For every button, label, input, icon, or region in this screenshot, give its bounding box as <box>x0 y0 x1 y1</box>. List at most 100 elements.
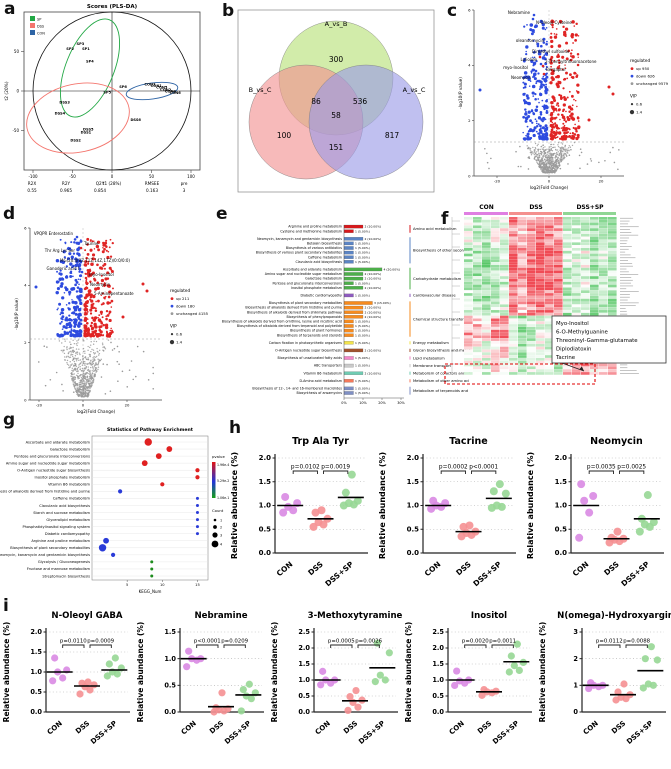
labeled-metabolite-point <box>80 270 84 274</box>
svg-text:50: 50 <box>14 49 20 54</box>
venn-count: 817 <box>385 131 400 140</box>
svg-text:KEGG_Num: KEGG_Num <box>139 589 162 594</box>
svg-text:2.0: 2.0 <box>555 454 568 462</box>
strip-chart-nebramine: Nebramine 0.0 0.5 1.0 1.5 p<0.0001 p=0.0209 CON… <box>134 602 268 769</box>
sample-label: CON3 <box>144 82 156 86</box>
data-point <box>647 643 655 651</box>
data-point <box>352 686 360 695</box>
labeled-metabolite-point <box>532 13 536 17</box>
strip-chart-3-methoxytyramine: 3-Methoxytyramine 0.0 0.5 1.0 1.5 2.0 2.5 p=0.0… <box>268 602 403 769</box>
category-label: DSS <box>342 719 359 735</box>
svg-text:regulated: regulated <box>170 288 190 293</box>
bar <box>343 371 364 375</box>
panel-f-heatmap: CON DSS DSS+SP Myo-Inositol 6-O-Methylguanin… <box>444 200 671 405</box>
data-point <box>281 492 290 501</box>
pathway-class-label: Amino acid metabolism <box>413 227 457 231</box>
sample-label: DSS3 <box>59 101 70 105</box>
sample-label: SP6 <box>119 85 127 89</box>
data-point <box>639 684 647 692</box>
svg-text:20: 20 <box>599 179 604 184</box>
bar-value: 2 (10.00%) <box>365 225 382 229</box>
bar-value: 2 (10.00%) <box>365 310 382 314</box>
enrichment-dot <box>103 537 109 544</box>
category-label: DSS+SP <box>357 719 386 745</box>
pathway-label: Galactose metabolism <box>50 447 91 451</box>
p-value-label: p=0.0009 <box>87 639 114 645</box>
data-point <box>589 492 598 500</box>
pathway-class-label: Carbohydrate metabolism <box>413 277 462 281</box>
svg-text:-log10(P value): -log10(P value) <box>458 77 463 109</box>
svg-text:0: 0 <box>548 179 551 184</box>
data-point <box>341 488 350 497</box>
y-axis-label: Relative abundance (%) <box>404 622 413 723</box>
svg-text:1: 1 <box>220 518 222 522</box>
svg-text:log2(Fold Change): log2(Fold Change) <box>530 185 569 190</box>
bar-value: 1 (5.00%) <box>355 255 370 259</box>
svg-text:1.0: 1.0 <box>164 655 176 663</box>
svg-text:log2(Fold Change): log2(Fold Change) <box>77 409 116 414</box>
svg-text:0.5: 0.5 <box>555 525 568 533</box>
svg-text:2.0: 2.0 <box>298 644 310 652</box>
svg-text:0: 0 <box>468 173 471 178</box>
svg-text:Statistics of Pathway Enrichme: Statistics of Pathway Enrichment <box>107 427 194 433</box>
svg-text:4: 4 <box>468 63 471 68</box>
svg-text:DSS: DSS <box>37 25 45 29</box>
svg-text:0.0: 0.0 <box>432 708 444 716</box>
data-point <box>242 692 250 700</box>
bar-value: 1 (5.00%) <box>355 329 370 333</box>
category-label: DSS+SP <box>491 719 520 745</box>
labeled-metabolite-point <box>542 72 546 76</box>
svg-text:1.96e-4: 1.96e-4 <box>217 463 229 467</box>
bar-label: Biosynthesis of alkaloids derived from o… <box>222 320 342 324</box>
data-point <box>641 655 649 663</box>
svg-text:up 950: up 950 <box>636 66 650 71</box>
p-value-label: p=0.0026 <box>355 639 382 645</box>
bar-label: D-Amino acid metabolism <box>299 379 342 383</box>
bar-value: 1 (5.00%) <box>355 320 370 324</box>
p-value-label: p=0.0019 <box>321 465 350 471</box>
bar-value: 3 (15.00%) <box>374 301 391 305</box>
sample-label: DSS4 <box>55 112 66 116</box>
venn-count: 300 <box>329 55 344 64</box>
data-point <box>635 527 644 536</box>
data-point <box>111 654 119 662</box>
svg-text:-50: -50 <box>69 174 76 179</box>
labeled-metabolite-point <box>75 235 79 239</box>
p-value-label: p=0.0110 <box>60 639 87 645</box>
svg-text:10%: 10% <box>359 401 367 405</box>
metabolite-label: Ganoderic acid I <box>46 266 79 271</box>
bar <box>343 305 364 310</box>
metabolite-label: VPQPR Enterostatin <box>34 231 74 236</box>
panel-a-plsda-scores: Scores (PLS-DA) SP SP3 SP2 SP1 SP4 SP6 SP5 DSS DS… <box>0 0 224 200</box>
data-point <box>653 656 661 664</box>
enrichment-dot <box>160 482 165 487</box>
y-axis-label: Relative abundance (%) <box>538 622 547 723</box>
chart-title: Neomycin <box>590 436 643 447</box>
svg-text:-20: -20 <box>494 179 501 184</box>
panel-d-volcano-plot: 0 2 4 6 -20 0 20 log2(Fold Change) -log10(P valu… <box>0 200 224 420</box>
strip-chart-n-oleoyl-gaba: N-Oleoyl GABA 0.0 0.5 1.0 1.5 2.0 p=0.0110 p=0.… <box>0 602 134 769</box>
metabolite-label: Taurine <box>83 241 99 246</box>
chart-title: Tacrine <box>449 436 487 447</box>
svg-text:1.5: 1.5 <box>259 478 272 486</box>
svg-text:up 211: up 211 <box>176 296 190 301</box>
pathway-label: Pentose and glucuronate interconversions <box>14 454 90 458</box>
labeled-metabolite-point <box>85 286 89 290</box>
svg-text:5: 5 <box>126 583 128 587</box>
data-point <box>585 508 594 517</box>
svg-text:1.0: 1.0 <box>259 502 272 510</box>
y-axis-label: Relative abundance (%) <box>2 622 11 723</box>
pathway-class-label: Chemical structure transformat <box>413 317 472 321</box>
bar <box>343 229 354 233</box>
data-point <box>492 501 501 510</box>
svg-text:0.0: 0.0 <box>30 708 42 716</box>
sample-label: SP2 <box>66 47 74 51</box>
svg-text:0.0: 0.0 <box>407 549 420 557</box>
strip-chart-tacrine: Tacrine 0.0 0.5 1.0 1.5 2.0 p=0.0002 p<0.0001 CO… <box>373 420 521 602</box>
svg-text:30%: 30% <box>397 401 405 405</box>
y-axis-label: Relative abundance (%) <box>230 452 239 559</box>
chart-title: N-Oleoyl GABA <box>51 611 123 621</box>
bar <box>343 324 354 328</box>
panel-e-pathway-bars: Arginine and proline metabolism 2 (10.00%… <box>222 200 472 412</box>
annotation-metabolite: Myo-Inositol <box>556 321 589 327</box>
